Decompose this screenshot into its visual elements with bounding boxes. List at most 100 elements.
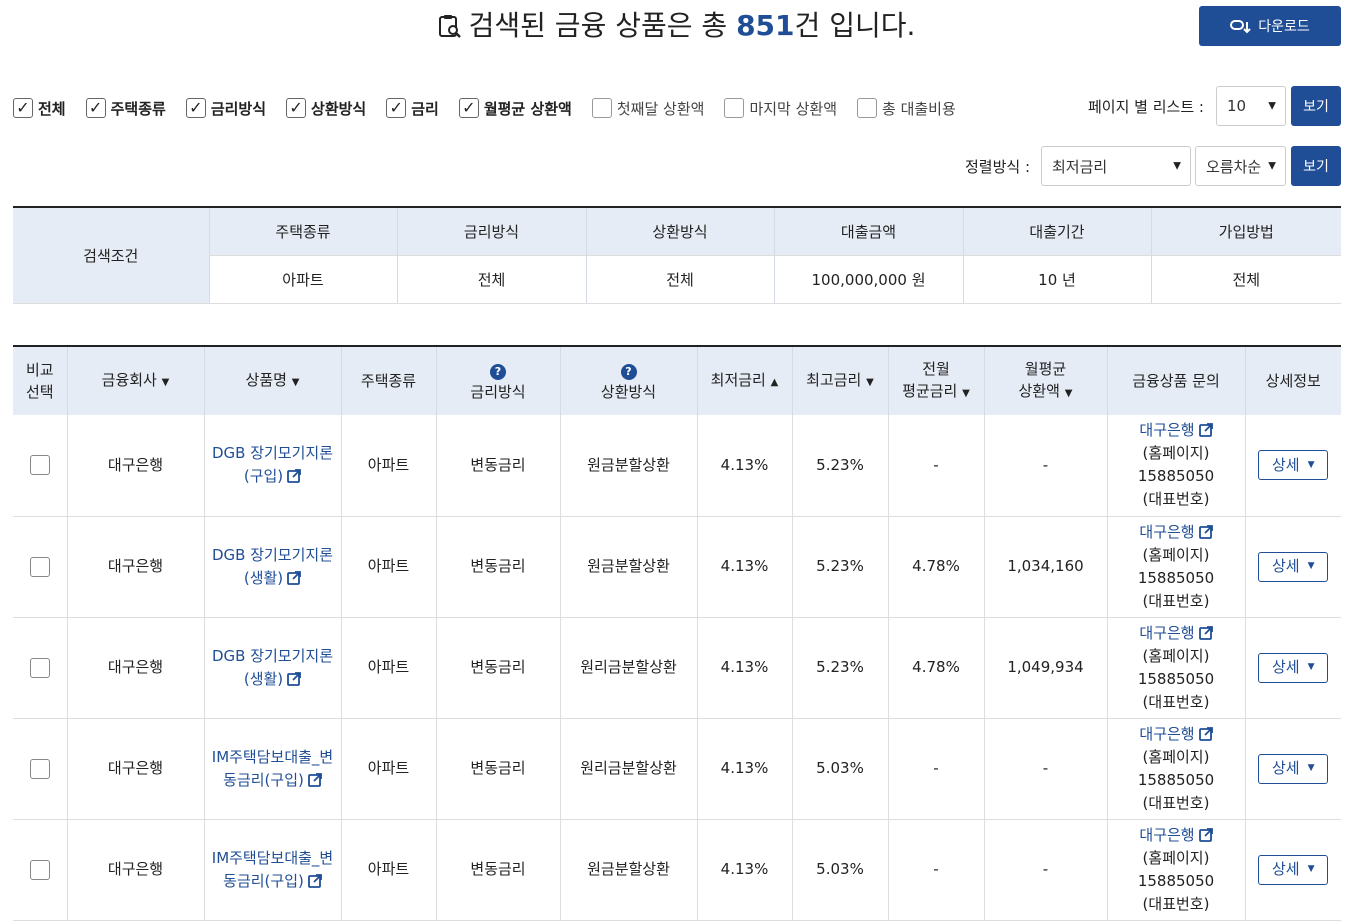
rate-type-cell: 변동금리 bbox=[435, 617, 560, 719]
prev-avg-cell: 4.78% bbox=[887, 516, 984, 618]
checkbox-empty-icon[interactable] bbox=[724, 98, 745, 118]
detail-button[interactable]: 상세 ▼ bbox=[1258, 753, 1329, 784]
product-link[interactable]: DGB 장기모기지론 (생활) bbox=[203, 516, 341, 618]
repay-cell: 원리금분할상환 bbox=[559, 617, 697, 719]
checkbox-checked-icon[interactable]: ✓ bbox=[13, 98, 33, 118]
col-prev-avg-sort[interactable]: 전월 평균금리 ▼ bbox=[887, 346, 984, 415]
detail-button[interactable]: 상세 ▼ bbox=[1258, 652, 1329, 683]
checkbox-checked-icon[interactable]: ✓ bbox=[85, 98, 106, 118]
phone-number: 15885050 bbox=[1137, 669, 1215, 688]
monthly-cell: - bbox=[983, 819, 1107, 921]
bank-homepage-link[interactable]: 대구은행 bbox=[1139, 826, 1213, 844]
filter-checkbox[interactable]: 마지막 상환액 bbox=[724, 98, 837, 119]
filter-label: 주택종류 bbox=[110, 99, 166, 118]
help-icon[interactable]: ? bbox=[490, 363, 506, 380]
house-cell: 아파트 bbox=[340, 415, 436, 517]
table-row: 대구은행 IM주택담보대출_변 동금리(구입) 아파트 변동금리 원금분할상환 4.13% 5… bbox=[13, 819, 1341, 921]
checkbox-checked-icon[interactable]: ✓ bbox=[286, 98, 307, 118]
detail-cell: 상세 ▼ bbox=[1244, 415, 1341, 517]
filter-checkbox[interactable]: ✓ 상환방식 bbox=[286, 98, 366, 119]
prev-avg-cell: - bbox=[887, 819, 984, 921]
results-header-row: 비교 선택 금융회사 ▼ 상품명 ▼ 주택종류 ? 금리방식 ? 상환방식 최저금리 … bbox=[13, 346, 1341, 415]
compare-checkbox[interactable] bbox=[29, 859, 50, 880]
compare-checkbox[interactable] bbox=[29, 657, 50, 678]
sort-up-icon: ▲ bbox=[770, 376, 779, 388]
filter-checkbox[interactable]: ✓ 전체 bbox=[13, 98, 66, 119]
compare-cell bbox=[13, 516, 67, 618]
external-link-icon bbox=[1198, 423, 1213, 438]
inquiry-cell: 대구은행 (홈페이지) 15885050 (대표번호) bbox=[1106, 516, 1245, 618]
repay-cell: 원리금분할상환 bbox=[559, 718, 697, 820]
checkbox-checked-icon[interactable]: ✓ bbox=[386, 98, 407, 118]
detail-button[interactable]: 상세 ▼ bbox=[1258, 450, 1329, 481]
col-max-rate-sort[interactable]: 최고금리 ▼ bbox=[791, 346, 888, 415]
detail-cell: 상세 ▼ bbox=[1244, 617, 1341, 719]
detail-button[interactable]: 상세 ▼ bbox=[1258, 551, 1329, 582]
col-monthly-sort[interactable]: 월평균 상환액 ▼ bbox=[983, 346, 1107, 415]
checkbox-empty-icon[interactable] bbox=[591, 98, 612, 118]
filter-label: 금리 bbox=[411, 99, 439, 118]
sort-field-value: 최저금리 bbox=[1052, 157, 1108, 176]
detail-button[interactable]: 상세 ▼ bbox=[1258, 854, 1329, 885]
detail-cell: 상세 ▼ bbox=[1244, 718, 1341, 820]
filter-checkbox[interactable]: ✓ 월평균 상환액 bbox=[458, 98, 572, 119]
prev-avg-cell: 4.78% bbox=[887, 617, 984, 719]
compare-checkbox[interactable] bbox=[29, 556, 50, 577]
house-cell: 아파트 bbox=[340, 718, 436, 820]
bank-homepage-link[interactable]: 대구은행 bbox=[1139, 421, 1213, 439]
filter-checkbox[interactable]: 총 대출비용 bbox=[857, 98, 956, 119]
inquiry-cell: 대구은행 (홈페이지) 15885050 (대표번호) bbox=[1106, 415, 1245, 517]
filter-label: 마지막 상환액 bbox=[749, 99, 838, 118]
compare-checkbox[interactable] bbox=[29, 455, 50, 476]
filter-checkbox[interactable]: ✓ 금리방식 bbox=[185, 98, 266, 119]
company-cell: 대구은행 bbox=[66, 415, 204, 517]
max-rate-cell: 5.03% bbox=[791, 718, 888, 820]
checkbox-checked-icon[interactable]: ✓ bbox=[458, 98, 479, 118]
col-min-rate-sort[interactable]: 최저금리 ▲ bbox=[696, 346, 792, 415]
inquiry-cell: 대구은행 (홈페이지) 15885050 (대표번호) bbox=[1106, 617, 1245, 719]
checkbox-empty-icon[interactable] bbox=[857, 98, 878, 118]
external-link-icon bbox=[287, 570, 302, 585]
product-link[interactable]: IM주택담보대출_변 동금리(구입) bbox=[203, 718, 341, 820]
col-product-sort[interactable]: 상품명 ▼ bbox=[203, 346, 341, 415]
help-icon[interactable]: ? bbox=[620, 363, 637, 380]
per-page-view-button[interactable]: 보기 bbox=[1291, 86, 1341, 126]
sort-order-select[interactable]: 오름차순 ▼ bbox=[1195, 146, 1286, 186]
external-link-icon bbox=[1198, 726, 1213, 741]
filter-checkbox[interactable]: ✓ 주택종류 bbox=[85, 98, 166, 119]
filter-checkbox[interactable]: ✓ 금리 bbox=[386, 98, 439, 119]
clipboard-search-icon bbox=[438, 15, 461, 38]
product-link[interactable]: DGB 장기모기지론 (구입) bbox=[203, 415, 341, 517]
external-link-icon bbox=[307, 873, 322, 888]
filter-label: 월평균 상환액 bbox=[483, 99, 572, 118]
min-rate-cell: 4.13% bbox=[696, 617, 792, 719]
bank-homepage-link[interactable]: 대구은행 bbox=[1139, 725, 1213, 743]
max-rate-cell: 5.23% bbox=[791, 617, 888, 719]
page-title: 검색된 금융 상품은 총 851건 입니다. bbox=[0, 4, 1352, 48]
filter-label: 전체 bbox=[38, 99, 66, 118]
bank-homepage-link[interactable]: 대구은행 bbox=[1139, 523, 1213, 541]
table-row: 대구은행 DGB 장기모기지론 (구입) 아파트 변동금리 원금분할상환 4.13% 5.23… bbox=[13, 415, 1341, 517]
caret-down-icon: ▼ bbox=[1307, 662, 1315, 672]
compare-checkbox[interactable] bbox=[29, 758, 50, 779]
conditions-label: 검색조건 bbox=[13, 207, 210, 304]
column-filter-group: ✓ 전체 ✓ 주택종류 ✓ 금리방식 ✓ 상환방식 ✓ 금리 ✓ 월평균 상환액 첫째달 상환액 마지막 … bbox=[13, 96, 976, 120]
company-cell: 대구은행 bbox=[66, 617, 204, 719]
col-company-sort[interactable]: 금융회사 ▼ bbox=[66, 346, 204, 415]
cond-value: 100,000,000 원 bbox=[773, 255, 963, 304]
monthly-cell: - bbox=[983, 415, 1107, 517]
bank-homepage-link[interactable]: 대구은행 bbox=[1139, 624, 1213, 642]
sort-view-button[interactable]: 보기 bbox=[1291, 146, 1341, 186]
phone-number: 15885050 bbox=[1137, 871, 1215, 890]
product-link[interactable]: DGB 장기모기지론 (생활) bbox=[203, 617, 341, 719]
checkbox-checked-icon[interactable]: ✓ bbox=[185, 98, 206, 118]
per-page-select[interactable]: 10 ▼ bbox=[1216, 86, 1286, 126]
filter-checkbox[interactable]: 첫째달 상환액 bbox=[591, 98, 704, 119]
external-link-icon bbox=[1198, 827, 1213, 842]
sort-field-select[interactable]: 최저금리 ▼ bbox=[1041, 146, 1191, 186]
download-button[interactable]: 다운로드 bbox=[1199, 6, 1341, 46]
max-rate-cell: 5.23% bbox=[791, 516, 888, 618]
rate-type-cell: 변동금리 bbox=[435, 516, 560, 618]
cond-value: 10 년 bbox=[962, 255, 1151, 304]
product-link[interactable]: IM주택담보대출_변 동금리(구입) bbox=[203, 819, 341, 921]
